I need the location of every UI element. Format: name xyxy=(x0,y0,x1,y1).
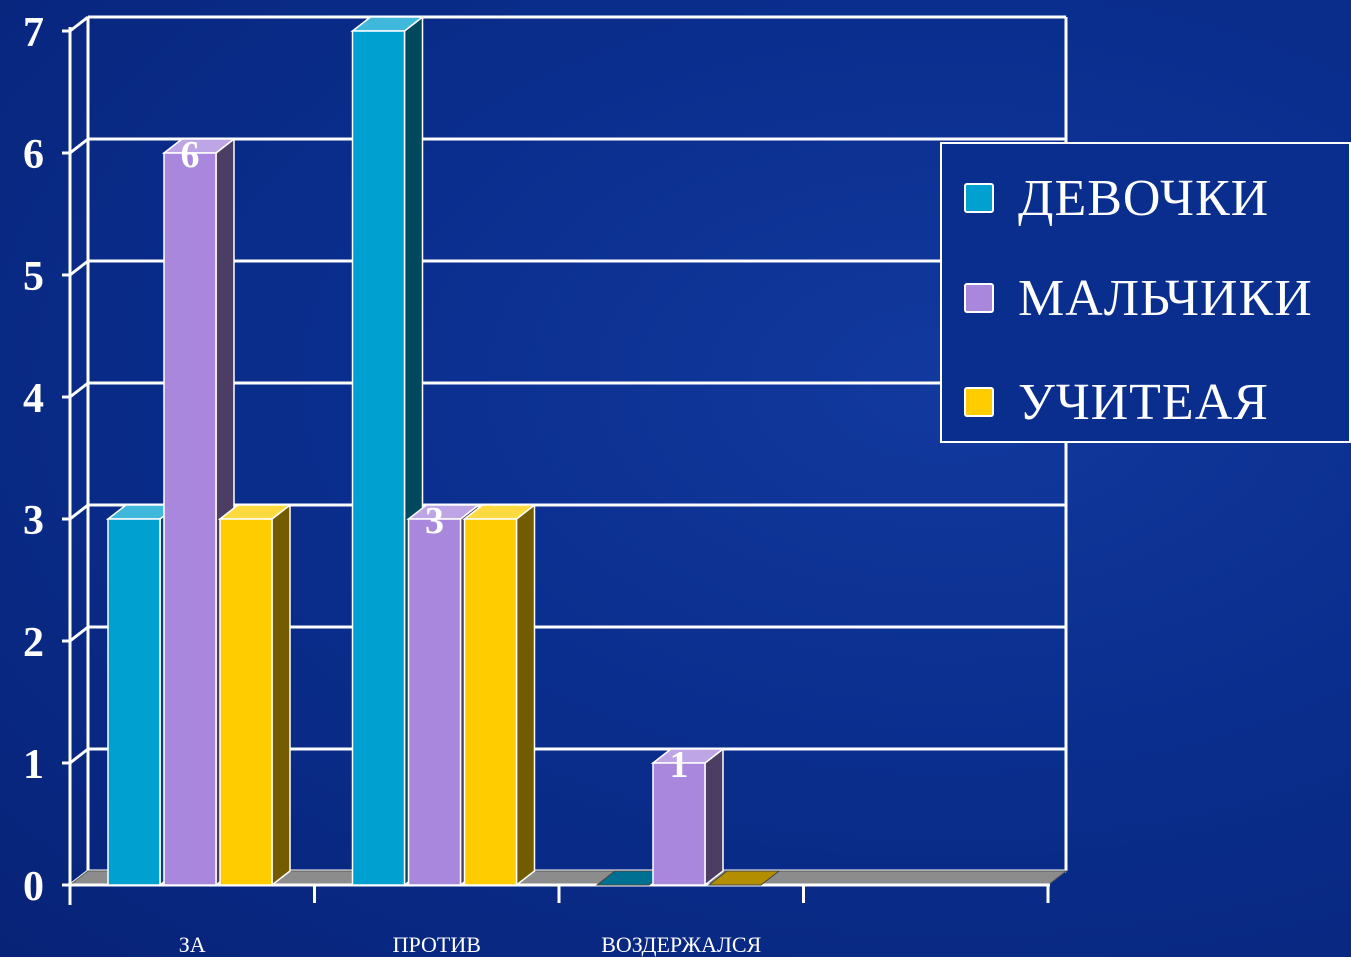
y-tick-label: 2 xyxy=(23,620,44,666)
bar-top xyxy=(707,870,781,886)
bar xyxy=(707,870,781,886)
data-label: 6 xyxy=(181,134,200,176)
y-tick-label: 6 xyxy=(23,132,44,178)
gridline-side xyxy=(69,381,89,399)
gridline-side xyxy=(69,259,89,277)
gridline-side xyxy=(69,15,89,33)
legend-swatch-girls xyxy=(964,183,994,213)
gridline-side xyxy=(69,747,89,765)
y-tick-label: 7 xyxy=(23,10,44,56)
legend-swatch-boys xyxy=(964,283,994,313)
data-label: 3 xyxy=(425,500,444,542)
gridline-side xyxy=(69,503,89,521)
bar-front xyxy=(107,518,161,886)
data-label: 1 xyxy=(670,744,689,786)
x-category-label: ВОЗДЕРЖАЛСЯ xyxy=(601,932,761,957)
legend-label-boys: МАЛЬЧИКИ xyxy=(1018,269,1313,327)
bar-side xyxy=(515,503,536,887)
y-tick-label: 4 xyxy=(23,376,44,422)
legend-item-teachers: УЧИТЕАЯ xyxy=(964,372,1269,432)
bar-front xyxy=(652,762,706,886)
y-tick-label: 1 xyxy=(23,742,44,788)
x-category-label: ПРОТИВ xyxy=(393,932,481,957)
bar xyxy=(650,747,726,887)
legend-label-girls: ДЕВОЧКИ xyxy=(1018,169,1270,227)
bar xyxy=(161,137,237,887)
legend-item-boys: МАЛЬЧИКИ xyxy=(964,268,1313,328)
y-tick-label: 3 xyxy=(23,498,44,544)
chart-legend: ДЕВОЧКИ МАЛЬЧИКИ УЧИТЕАЯ xyxy=(940,142,1351,443)
legend-label-teachers: УЧИТЕАЯ xyxy=(1018,373,1269,431)
bar xyxy=(462,503,537,887)
x-category-label: ЗА xyxy=(179,932,206,957)
y-tick-label: 5 xyxy=(23,254,44,300)
legend-item-girls: ДЕВОЧКИ xyxy=(964,168,1269,228)
bar-front xyxy=(163,152,217,886)
bar-side xyxy=(704,747,724,887)
legend-swatch-teachers xyxy=(964,387,994,417)
bar-side xyxy=(271,503,291,887)
gridline-side xyxy=(69,137,89,155)
bar-front xyxy=(407,518,462,886)
bar xyxy=(217,503,293,887)
bar-front xyxy=(351,30,406,886)
y-tick-label: 0 xyxy=(23,864,44,910)
gridline-side xyxy=(69,625,89,643)
bar-front xyxy=(463,518,518,886)
bar-front xyxy=(219,518,273,886)
